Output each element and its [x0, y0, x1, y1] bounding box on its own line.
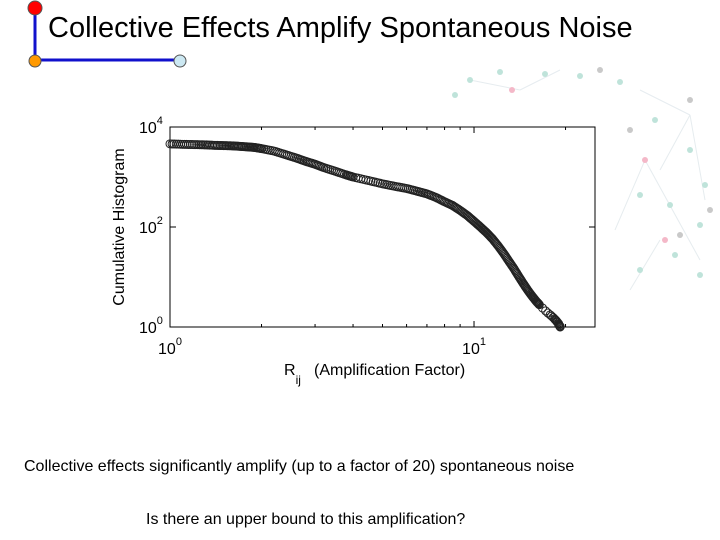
question-text: Is there an upper bound to this amplific…: [146, 511, 466, 528]
y-tick-label: 100: [139, 315, 163, 337]
data-point: [554, 321, 564, 331]
x-tick-label: 101: [462, 336, 486, 358]
data-point: [538, 303, 548, 313]
data-point: [532, 297, 542, 307]
plot-frame: [169, 126, 596, 328]
x-tick-label: 100: [158, 336, 182, 358]
caption-text: Collective effects significantly amplify…: [24, 458, 575, 475]
data-point: [533, 298, 543, 308]
frame-node-bottom: [28, 54, 42, 68]
frame-node-top: [27, 0, 43, 16]
y-tick-label: 102: [139, 215, 163, 237]
x-axis-label-symbol: Rij: [284, 362, 301, 387]
x-axis-subscript: ij: [296, 373, 301, 387]
y-axis-label: Cumulative Histogram: [111, 148, 128, 305]
data-point: [554, 320, 564, 330]
data-point: [532, 297, 542, 307]
slide-title: Collective Effects Amplify Spontaneous N…: [48, 12, 633, 44]
data-point: [555, 322, 565, 332]
data-point: [534, 300, 544, 310]
y-tick-label: 104: [139, 115, 163, 137]
x-axis-symbol: R: [284, 362, 296, 379]
title-frame: [27, 0, 187, 68]
x-axis-label: (Amplification Factor): [314, 362, 465, 379]
frame-node-right: [173, 54, 187, 68]
